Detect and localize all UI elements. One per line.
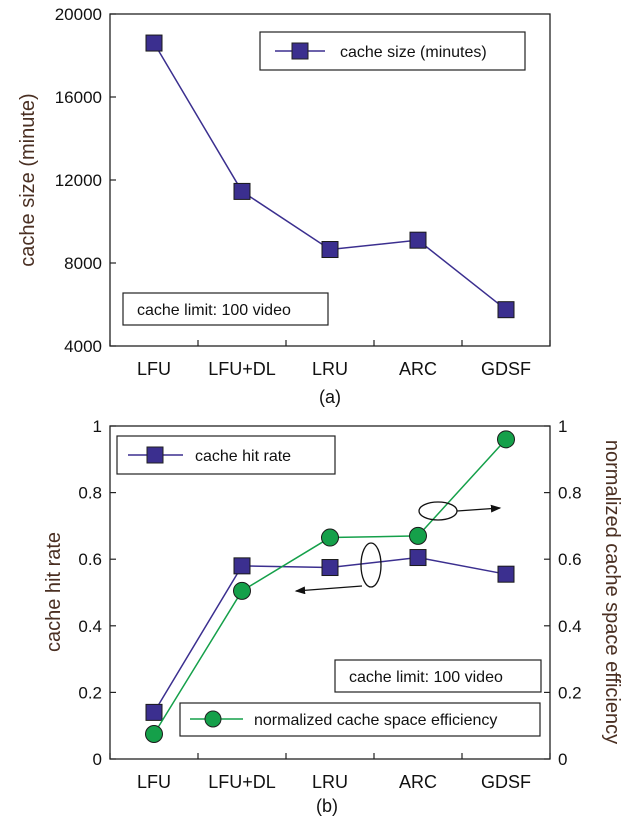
- y-tick-label-right: 0.6: [558, 550, 582, 569]
- y-tick-label-right: 0.2: [558, 683, 582, 702]
- x-tick-label: LFU+DL: [208, 772, 276, 792]
- chart-b-annotation-text: cache limit: 100 video: [349, 669, 503, 686]
- chart-a-x-axis: LFU LFU+DL LRU ARC GDSF: [109, 340, 551, 379]
- y-tick-label: 12000: [55, 171, 102, 190]
- x-tick-label: ARC: [399, 359, 437, 379]
- y-tick-label: 16000: [55, 88, 102, 107]
- y-tick-label: 20000: [55, 5, 102, 24]
- y-tick-label: 0.8: [78, 484, 102, 503]
- chart-b-legend-label-1: cache hit rate: [195, 448, 291, 465]
- chart-b-annotation-box: [334, 659, 542, 693]
- y-tick-label-right: 1: [558, 417, 567, 436]
- chart-a: 4000 8000 12000 16000 20000 LFU LFU+DL LRU ARC G…: [17, 5, 551, 407]
- y-tick-label: 0.4: [78, 617, 102, 636]
- right-axis-indicator-arrow: [456, 504, 502, 513]
- chart-a-annotation: cache limit: 100 video: [122, 292, 329, 326]
- data-point: [321, 241, 339, 259]
- left-axis-indicator-arrow: [294, 585, 363, 595]
- y-tick-label-right: 0.4: [558, 617, 582, 636]
- x-tick-label: GDSF: [481, 772, 531, 792]
- data-point: [409, 231, 427, 249]
- chart-b-annotation: cache limit: 100 video: [334, 659, 542, 693]
- chart-b-y-axis-right: 0 0.2 0.4 0.6 0.8 1: [544, 417, 582, 769]
- data-point: [497, 301, 515, 319]
- x-tick-label: LRU: [312, 359, 348, 379]
- chart-a-y-axis-label: cache size (minute): [17, 93, 39, 266]
- data-point: [321, 559, 339, 577]
- left-axis-indicator-ellipse: [360, 542, 382, 588]
- chart-b-legend-marker-2: [204, 710, 222, 728]
- chart-b-series: [145, 430, 515, 744]
- data-point: [145, 703, 163, 721]
- chart-b-axis-indicators: [294, 501, 502, 595]
- right-axis-indicator-ellipse: [418, 501, 458, 521]
- data-point: [497, 430, 515, 449]
- chart-b-legend-box-2: [179, 702, 541, 737]
- chart-b-legend-label-2: normalized cache space efficiency: [254, 712, 497, 729]
- x-tick-label: LFU: [137, 772, 171, 792]
- y-tick-label: 4000: [64, 337, 102, 356]
- data-point: [409, 549, 427, 567]
- data-point: [233, 557, 251, 575]
- chart-b-legend-hit-rate: cache hit rate: [116, 435, 336, 475]
- data-point: [321, 528, 339, 547]
- chart-b-y-axis: 0 0.2 0.4 0.6 0.8 1: [78, 417, 116, 769]
- chart-b-y-axis-label: cache hit rate: [43, 532, 65, 652]
- chart-b-caption: (b): [316, 796, 338, 816]
- chart-b: 00.20.40.60.81 00.20.40.60.81 LFU LFU+DL L…: [43, 417, 623, 816]
- data-point: [409, 526, 427, 545]
- chart-a-series: [145, 34, 515, 319]
- y-tick-label: 1: [93, 417, 102, 436]
- x-tick-label: LRU: [312, 772, 348, 792]
- y-tick-label: 0: [93, 750, 102, 769]
- chart-a-legend-marker: [291, 42, 309, 60]
- x-tick-label: LFU+DL: [208, 359, 276, 379]
- series-line: [153, 42, 507, 311]
- chart-a-legend: cache size (minutes): [259, 31, 526, 71]
- chart-a-annotation-text: cache limit: 100 video: [137, 302, 291, 319]
- x-tick-label: LFU: [137, 359, 171, 379]
- y-tick-label-right: 0.8: [558, 484, 582, 503]
- y-tick-label: 0.6: [78, 550, 102, 569]
- chart-b-y-axis-label-right: normalized cache space efficiency: [601, 440, 623, 744]
- chart-a-y-axis: 4000 8000 12000 16000 20000: [55, 5, 116, 356]
- y-tick-label: 8000: [64, 254, 102, 273]
- x-tick-label: ARC: [399, 772, 437, 792]
- data-point: [233, 581, 251, 600]
- chart-a-legend-label: cache size (minutes): [340, 44, 487, 61]
- chart-a-caption: (a): [319, 387, 341, 407]
- y-tick-label: 0.2: [78, 683, 102, 702]
- chart-b-x-axis: LFU LFU+DL LRU ARC GDSF: [109, 753, 551, 792]
- chart-a-annotation-box: [122, 292, 329, 326]
- x-tick-label: GDSF: [481, 359, 531, 379]
- y-tick-label-right: 0: [558, 750, 567, 769]
- data-point: [145, 34, 163, 52]
- chart-b-frame: [109, 425, 551, 760]
- chart-b-legend-efficiency: normalized cache space efficiency: [179, 702, 541, 737]
- data-point: [233, 182, 251, 200]
- data-point: [145, 725, 163, 744]
- data-point: [497, 565, 515, 583]
- chart-b-legend-marker-1: [146, 446, 164, 464]
